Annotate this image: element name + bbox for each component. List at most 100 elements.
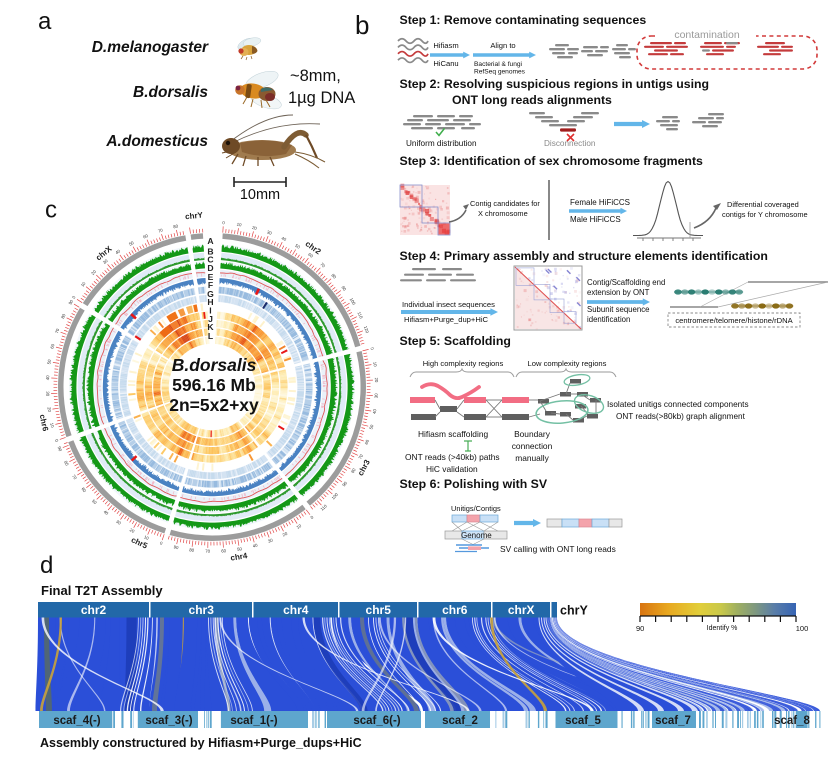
svg-text:J: J [208, 314, 213, 324]
svg-text:B.dorsalis: B.dorsalis [172, 355, 257, 375]
svg-text:Step 4: Primary assembly and s: Step 4: Primary assembly and structure e… [400, 249, 768, 263]
svg-text:Boundary: Boundary [514, 429, 551, 439]
svg-text:Identify %: Identify % [707, 625, 738, 632]
svg-text:Step 2: Resolving suspicious r: Step 2: Resolving suspicious regions in … [400, 77, 710, 91]
svg-text:X chromosome: X chromosome [478, 209, 528, 218]
svg-text:scaf_6(-): scaf_6(-) [353, 715, 400, 727]
svg-text:K: K [207, 322, 214, 332]
svg-text:Contig/Scaffolding end: Contig/Scaffolding end [587, 278, 665, 287]
svg-text:40: 40 [281, 236, 288, 243]
svg-text:50: 50 [237, 546, 243, 552]
svg-text:B: B [207, 246, 213, 256]
svg-text:Assembly constructured by Hifi: Assembly constructured by Hifiasm+Purge_… [40, 736, 362, 750]
svg-text:contamination: contamination [674, 29, 740, 41]
svg-text:H: H [207, 297, 213, 307]
svg-text:Hifiasm scaffolding: Hifiasm scaffolding [418, 429, 488, 439]
svg-text:90: 90 [57, 446, 64, 453]
svg-text:F: F [208, 280, 213, 290]
svg-text:extension by ONT: extension by ONT [587, 288, 650, 297]
svg-text:scaf_7: scaf_7 [655, 715, 691, 727]
svg-text:70: 70 [71, 474, 78, 481]
svg-text:d: d [40, 552, 53, 579]
svg-text:70: 70 [319, 262, 326, 269]
svg-text:50: 50 [128, 240, 135, 247]
svg-text:scaf_5: scaf_5 [565, 715, 601, 727]
svg-text:10: 10 [236, 222, 242, 228]
svg-text:Final T2T Assembly: Final T2T Assembly [41, 583, 163, 598]
svg-text:0: 0 [222, 220, 225, 225]
svg-text:10: 10 [296, 523, 303, 530]
svg-text:110: 110 [356, 311, 364, 320]
svg-text:0: 0 [310, 514, 315, 520]
svg-text:50: 50 [91, 498, 98, 505]
svg-text:80: 80 [350, 467, 357, 474]
svg-text:High complexity regions: High complexity regions [423, 359, 504, 368]
svg-text:60: 60 [364, 438, 371, 445]
svg-text:Subunit sequence: Subunit sequence [587, 305, 649, 314]
svg-text:90: 90 [341, 480, 348, 487]
svg-text:40: 40 [372, 408, 378, 414]
svg-text:30: 30 [267, 537, 274, 544]
svg-text:connection: connection [512, 441, 553, 451]
svg-text:Individual insect sequences: Individual insect sequences [402, 300, 495, 309]
svg-text:G: G [207, 289, 214, 299]
svg-text:Disconnection: Disconnection [544, 139, 596, 148]
svg-text:RefSeq genomes: RefSeq genomes [474, 69, 526, 76]
svg-text:90: 90 [340, 285, 347, 292]
svg-text:20: 20 [251, 225, 257, 231]
svg-text:scaf_4(-): scaf_4(-) [53, 715, 100, 727]
svg-text:C: C [207, 255, 213, 265]
svg-text:80: 80 [189, 547, 195, 553]
svg-text:contigs for Y chromosome: contigs for Y chromosome [722, 210, 808, 219]
svg-text:120: 120 [363, 325, 370, 334]
svg-text:scaf_2: scaf_2 [442, 715, 478, 727]
svg-text:Hifiasm+Purge_dup+HiC: Hifiasm+Purge_dup+HiC [404, 315, 489, 324]
svg-text:30: 30 [45, 391, 50, 397]
svg-text:30: 30 [102, 258, 109, 265]
svg-text:60: 60 [80, 486, 87, 493]
svg-text:A.domesticus: A.domesticus [105, 133, 208, 150]
svg-text:90: 90 [636, 624, 644, 633]
svg-text:Isolated unitigs connected com: Isolated unitigs connected components [607, 400, 749, 409]
svg-text:70: 70 [205, 549, 211, 554]
svg-text:I: I [209, 306, 211, 316]
svg-text:0: 0 [369, 347, 375, 351]
svg-text:chr2: chr2 [81, 603, 107, 617]
svg-text:80: 80 [330, 273, 337, 280]
svg-text:chr3: chr3 [189, 603, 215, 617]
svg-text:HiC validation: HiC validation [426, 464, 478, 474]
svg-text:100: 100 [349, 297, 357, 306]
svg-text:scaf_8: scaf_8 [774, 715, 810, 727]
svg-text:chr4: chr4 [230, 551, 249, 563]
svg-text:Female HiFiCCS: Female HiFiCCS [570, 198, 630, 207]
svg-text:10: 10 [372, 361, 378, 367]
svg-text:60: 60 [221, 548, 227, 553]
svg-text:60: 60 [307, 252, 314, 259]
svg-text:80: 80 [63, 460, 70, 467]
svg-text:Align to: Align to [490, 41, 515, 50]
svg-text:chr5: chr5 [366, 603, 392, 617]
svg-text:40: 40 [45, 375, 50, 381]
svg-text:30: 30 [115, 519, 122, 526]
svg-text:ONT long reads alignments: ONT long reads alignments [452, 93, 612, 107]
svg-text:80: 80 [173, 223, 179, 229]
svg-text:Uniform distribution: Uniform distribution [406, 139, 477, 148]
svg-text:30: 30 [266, 229, 273, 236]
svg-text:20: 20 [129, 527, 136, 534]
svg-text:Genome: Genome [461, 531, 492, 540]
svg-text:a: a [38, 8, 52, 35]
svg-text:chr4: chr4 [283, 603, 309, 617]
svg-text:ONT reads (>40kb) paths: ONT reads (>40kb) paths [405, 452, 500, 462]
svg-text:60: 60 [49, 343, 55, 349]
svg-text:70: 70 [54, 327, 61, 334]
svg-text:manually: manually [515, 453, 549, 463]
svg-text:10: 10 [80, 280, 87, 287]
svg-text:~8mm,: ~8mm, [290, 67, 341, 85]
svg-text:10: 10 [143, 534, 150, 541]
svg-text:Bacterial & fungi: Bacterial & fungi [474, 61, 523, 68]
svg-text:D.melanogaster: D.melanogaster [92, 39, 209, 56]
svg-text:100: 100 [330, 491, 339, 500]
svg-text:10: 10 [49, 422, 55, 428]
svg-text:chr6: chr6 [38, 414, 50, 433]
svg-text:20: 20 [374, 377, 379, 383]
